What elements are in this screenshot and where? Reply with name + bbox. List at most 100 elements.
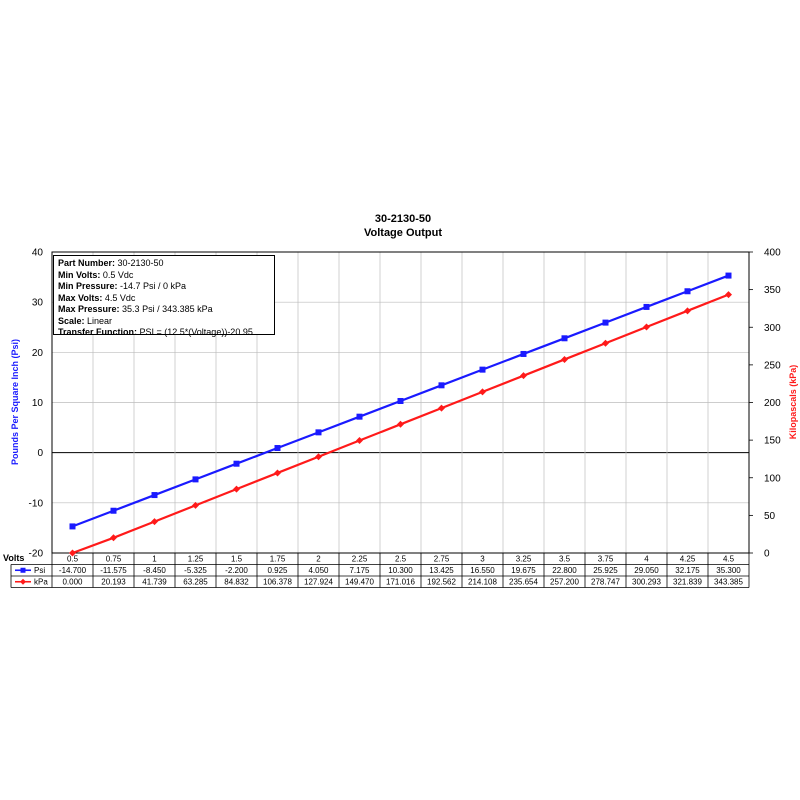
info-line: Max Pressure: 35.3 Psi / 343.385 kPa bbox=[58, 304, 270, 316]
kpa-point bbox=[397, 420, 404, 428]
legend-key-marker bbox=[20, 578, 26, 585]
data-label-kpa: 63.285 bbox=[183, 578, 208, 587]
kpa-point bbox=[151, 518, 158, 526]
right-tick-label: 150 bbox=[764, 436, 781, 447]
data-label-psi: -8.450 bbox=[143, 566, 166, 575]
info-line: Scale: Linear bbox=[58, 316, 270, 328]
part-info-box: Part Number: 30-2130-50 Min Volts: 0.5 Vd… bbox=[53, 255, 275, 337]
data-label-kpa: 192.562 bbox=[427, 578, 456, 587]
data-label-kpa: 127.924 bbox=[304, 578, 333, 587]
info-value: 30-2130-50 bbox=[115, 258, 164, 268]
info-value: 0.5 Vdc bbox=[100, 269, 134, 280]
x-tick-label: 4.25 bbox=[680, 555, 696, 564]
info-label: Min Volts: bbox=[58, 269, 101, 280]
kpa-point bbox=[192, 501, 199, 509]
x-tick-label: 3 bbox=[480, 555, 485, 564]
left-axis-title: Pounds Per Square Inch (Psi) bbox=[10, 339, 20, 465]
x-tick-label: 1.25 bbox=[188, 555, 204, 564]
psi-point bbox=[520, 350, 527, 357]
data-label-kpa: 300.293 bbox=[632, 578, 661, 587]
data-label-kpa: 235.654 bbox=[509, 578, 538, 587]
data-label-kpa: 0.000 bbox=[62, 578, 83, 587]
psi-point bbox=[561, 335, 568, 342]
kpa-point bbox=[233, 485, 240, 493]
info-value: -14.7 Psi / 0 kPa bbox=[117, 281, 187, 291]
data-label-psi: 7.175 bbox=[349, 566, 370, 575]
info-line: Max Volts: 4.5 Vdc bbox=[58, 293, 270, 305]
data-label-kpa: 214.108 bbox=[468, 578, 497, 587]
kpa-point bbox=[725, 291, 732, 299]
x-tick-label: 0.5 bbox=[67, 555, 79, 564]
left-tick-label: -20 bbox=[29, 549, 44, 560]
psi-point bbox=[643, 303, 650, 310]
left-tick-label: 20 bbox=[32, 348, 44, 359]
data-label-kpa: 171.016 bbox=[386, 578, 415, 587]
right-tick-label: 0 bbox=[764, 549, 770, 560]
info-label: Transfer Function: bbox=[58, 327, 138, 337]
kpa-point bbox=[110, 534, 117, 542]
data-table: 0.5 0.75 1 1.25 1.5 1.75 2 2.25 2.5 2.75 3 3.25 3.5 3… bbox=[10, 553, 750, 588]
psi-point bbox=[438, 382, 445, 389]
chart-text: 30-2130-50 Voltage Output Pounds Per Squ… bbox=[3, 213, 798, 563]
kpa-point bbox=[69, 549, 76, 557]
psi-point bbox=[69, 523, 76, 530]
x-tick-label: 2 bbox=[316, 555, 321, 564]
data-label-psi: 10.300 bbox=[388, 566, 413, 575]
psi-point bbox=[479, 366, 486, 373]
psi-point bbox=[684, 288, 691, 295]
right-tick-label: 250 bbox=[764, 360, 781, 371]
right-axis-title: Kilopascals (kPa) bbox=[788, 365, 798, 440]
x-tick-label: 4.5 bbox=[723, 555, 735, 564]
chart-subtitle: Voltage Output bbox=[364, 227, 442, 239]
x-tick-label: 3.75 bbox=[598, 555, 614, 564]
x-axis-title: Volts bbox=[3, 553, 24, 563]
right-tick-label: 50 bbox=[764, 511, 776, 522]
info-label: Part Number: bbox=[58, 258, 116, 268]
kpa-point bbox=[643, 323, 650, 331]
info-label: Min Pressure: bbox=[58, 281, 118, 291]
data-label-kpa: 20.193 bbox=[101, 578, 126, 587]
data-label-kpa: 149.470 bbox=[345, 578, 374, 587]
left-tick-label: 40 bbox=[32, 248, 44, 259]
kpa-point bbox=[479, 388, 486, 396]
x-tick-label: 2.75 bbox=[434, 555, 450, 564]
kpa-point bbox=[356, 437, 363, 445]
x-tick-label: 1 bbox=[152, 555, 157, 564]
data-label-psi: 16.550 bbox=[470, 566, 495, 575]
right-tick-label: 200 bbox=[764, 398, 781, 409]
psi-point bbox=[274, 445, 281, 452]
info-value: 4.5 Vdc bbox=[102, 292, 136, 303]
info-value: 35.3 Psi / 343.385 kPa bbox=[119, 304, 213, 314]
chart-title: 30-2130-50 bbox=[375, 213, 431, 225]
left-tick-label: -10 bbox=[29, 498, 44, 509]
data-label-psi: 19.675 bbox=[511, 566, 536, 575]
kpa-point bbox=[602, 339, 609, 347]
data-label-kpa: 41.739 bbox=[142, 578, 167, 587]
x-tick-label: 2.25 bbox=[352, 555, 368, 564]
data-label-psi: -14.700 bbox=[59, 566, 87, 575]
data-label-kpa: 343.385 bbox=[714, 578, 743, 587]
kpa-point bbox=[274, 469, 281, 477]
kpa-point bbox=[520, 372, 527, 380]
axes bbox=[51, 251, 753, 554]
kpa-point bbox=[315, 453, 322, 461]
data-label-kpa: 278.747 bbox=[591, 578, 620, 587]
x-tick-label: 4 bbox=[644, 555, 649, 564]
data-label-kpa: 257.200 bbox=[550, 578, 579, 587]
psi-point bbox=[151, 492, 158, 499]
series-lines bbox=[69, 272, 732, 557]
right-tick-label: 100 bbox=[764, 473, 781, 484]
psi-point bbox=[315, 429, 322, 436]
right-tick-label: 350 bbox=[764, 285, 781, 296]
psi-point bbox=[397, 397, 404, 404]
info-label: Max Volts: bbox=[58, 292, 103, 303]
kpa-point bbox=[438, 404, 445, 412]
left-tick-label: 0 bbox=[37, 448, 43, 459]
data-label-psi: 0.925 bbox=[267, 566, 288, 575]
data-label-psi: -5.325 bbox=[184, 566, 207, 575]
data-label-psi: -11.575 bbox=[100, 566, 127, 575]
x-tick-label: 1.75 bbox=[270, 555, 286, 564]
data-label-psi: 22.800 bbox=[552, 566, 577, 575]
info-label: Scale: bbox=[58, 315, 85, 326]
psi-point bbox=[602, 319, 609, 326]
